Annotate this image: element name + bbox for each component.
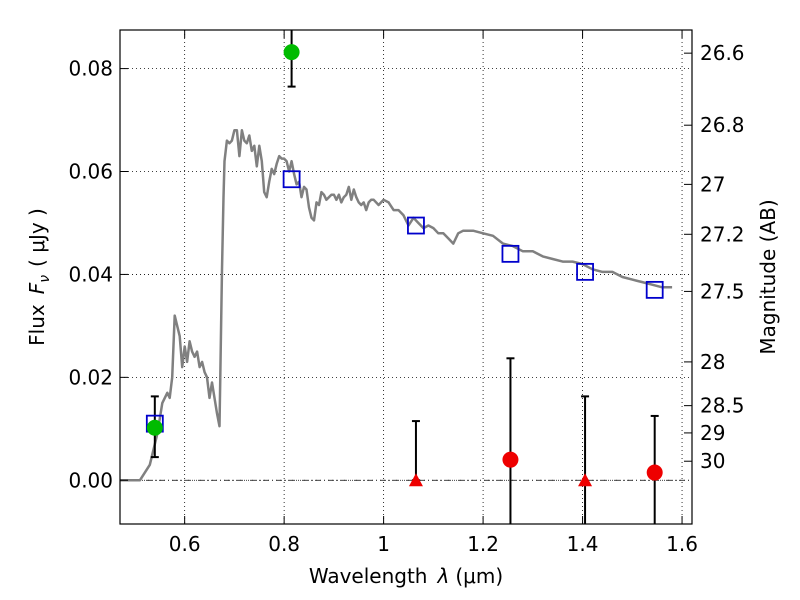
mag-tick-label: 28 (700, 350, 725, 374)
mag-tick-label: 27.5 (700, 279, 745, 303)
nondetection-point (646, 464, 663, 481)
x-tick-label: 1.4 (567, 532, 599, 556)
mag-tick-label: 29 (700, 421, 725, 445)
y-tick-label: 0.06 (68, 160, 113, 184)
error-bars (150, 30, 659, 524)
model-box (576, 262, 594, 281)
mag-tick-label: 27 (700, 172, 725, 196)
model-box (407, 216, 425, 235)
x-tick-label: 0.8 (268, 532, 300, 556)
mag-tick-label: 30 (700, 449, 725, 473)
mag-tick-label: 27.2 (700, 222, 745, 246)
detection-point (283, 44, 300, 61)
sed-model-line (120, 129, 673, 482)
x-tick-label: 1.2 (467, 532, 499, 556)
y-tick-label: 0.02 (68, 365, 113, 389)
nondetection-point (502, 451, 519, 468)
x-tick-label: 0.6 (169, 532, 201, 556)
model-box (282, 170, 301, 189)
photometry-points (146, 44, 663, 487)
sed-model-series (120, 129, 673, 482)
y-axis-label: FluxFν( μJy ) (25, 208, 53, 346)
y-tick-label: 0.08 (68, 57, 113, 81)
x-axis-ticks: 0.6 0.8 1 1.2 1.4 1.6 (169, 30, 698, 556)
x-tick-label: 1 (377, 532, 390, 556)
mag-tick-label: 28.5 (700, 394, 745, 418)
upper-limit-triangle (578, 473, 593, 487)
y-tick-label: 0.00 (68, 468, 113, 492)
y2-axis-label: Magnitude (AB) (756, 199, 780, 354)
plot-frame (119, 29, 693, 525)
model-box (645, 280, 664, 299)
x-axis-label: Wavelength λ (μm) (309, 564, 503, 588)
grid (120, 30, 692, 524)
mag-tick-label: 26.8 (700, 113, 745, 137)
y-axis-ticks: 0.00 0.02 0.04 0.06 0.08 (68, 57, 128, 492)
magnitude-axis-ticks: 26.6 26.8 27 27.2 27.5 28 28.5 29 30 (684, 41, 745, 473)
detection-point (146, 419, 163, 436)
model-box (501, 244, 520, 263)
upper-limit-triangle (408, 473, 423, 487)
y-tick-label: 0.04 (68, 262, 113, 286)
mag-tick-label: 26.6 (700, 41, 745, 65)
x-tick-label: 1.6 (666, 532, 698, 556)
